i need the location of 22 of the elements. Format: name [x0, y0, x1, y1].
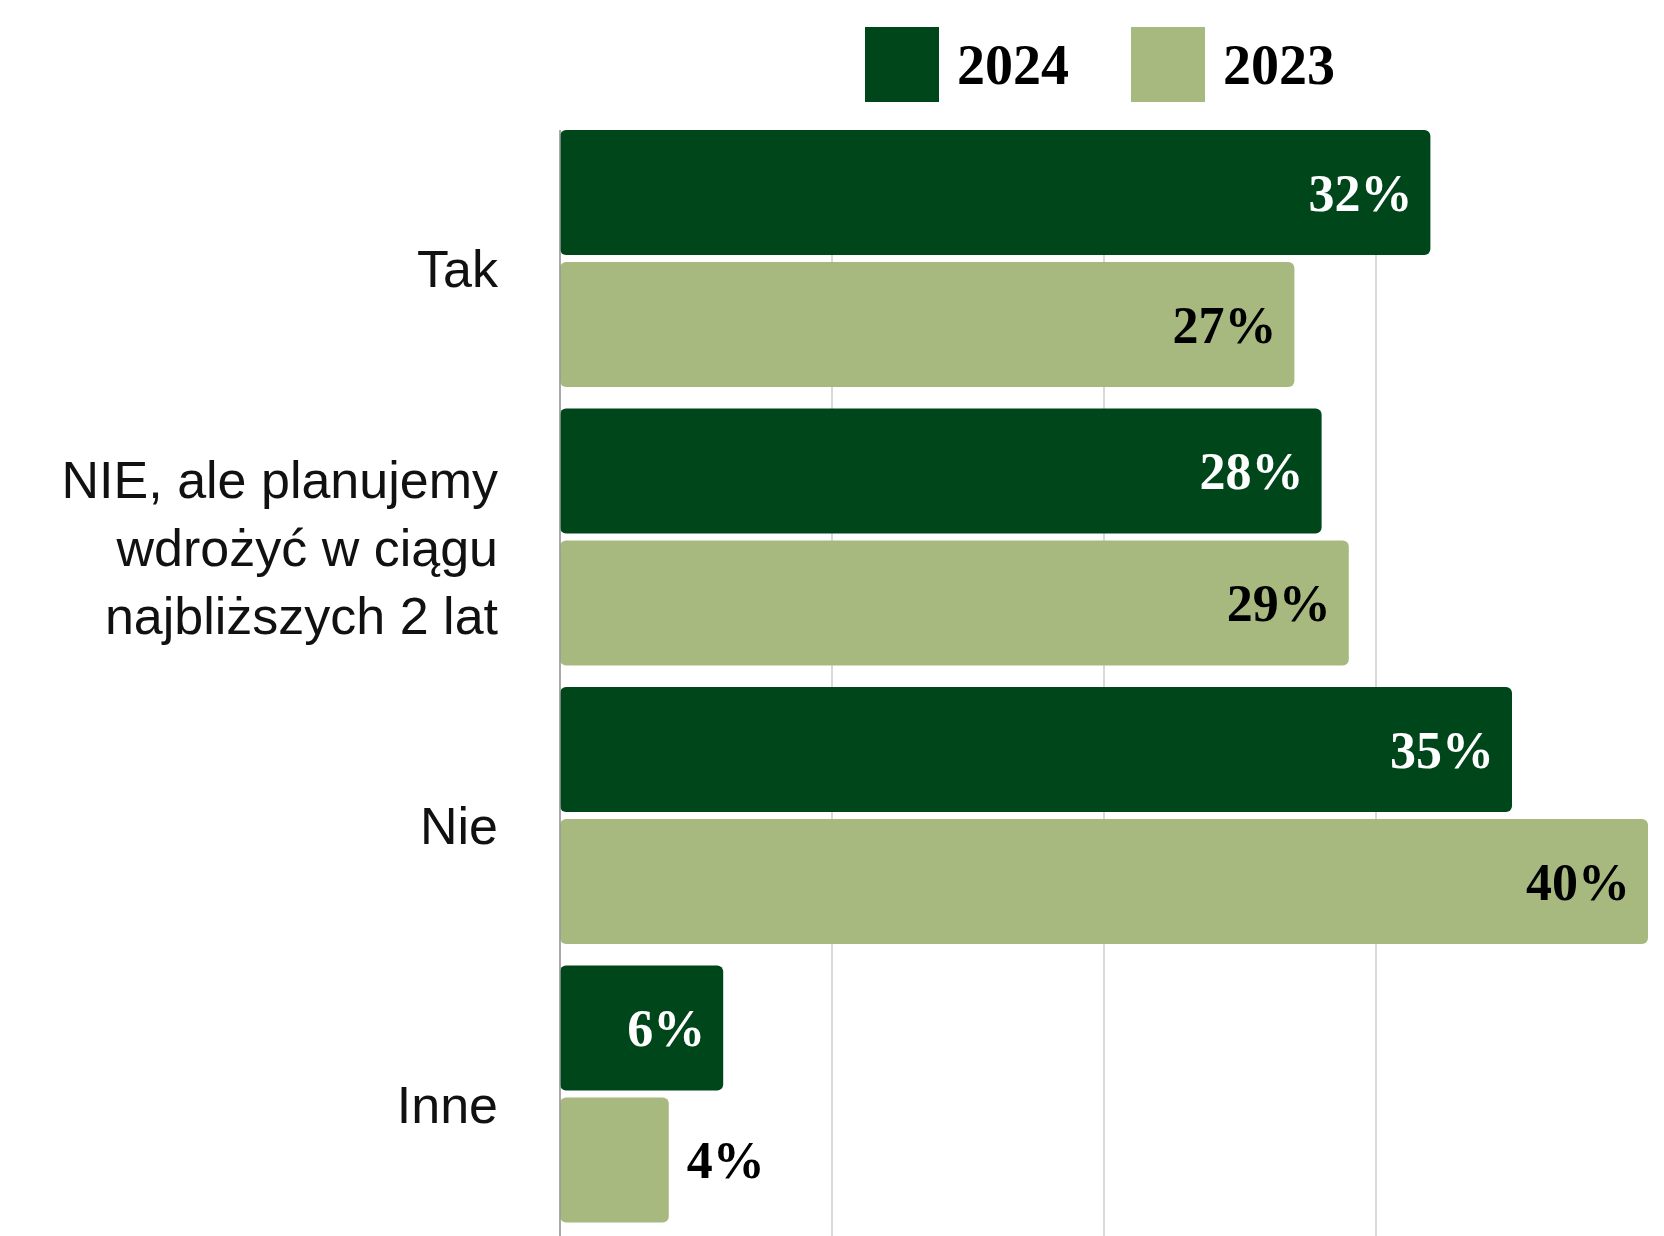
data-label: 6%	[627, 1000, 706, 1057]
legend-label: 2024	[957, 34, 1069, 96]
bar	[560, 130, 1431, 255]
bar	[560, 262, 1295, 387]
y-tick-label: Tak	[417, 240, 499, 299]
data-label: 32%	[1308, 164, 1413, 222]
data-label: 35%	[1390, 721, 1494, 779]
bar	[560, 1097, 669, 1223]
legend-label: 2023	[1223, 34, 1335, 96]
y-tick-label: Nie	[419, 797, 498, 856]
bar	[560, 819, 1648, 944]
data-label: 28%	[1199, 443, 1304, 500]
bar	[560, 965, 724, 1091]
data-label: 27%	[1172, 296, 1277, 354]
bar	[560, 540, 1349, 666]
y-tick-label: NIE, ale planujemy wdrożyć w ciągu najbliższych 2 lat	[61, 450, 499, 645]
bar	[560, 408, 1322, 534]
data-label: 29%	[1226, 575, 1331, 632]
data-label: 40%	[1526, 853, 1630, 911]
bar	[560, 687, 1512, 812]
data-label: 4%	[686, 1132, 765, 1189]
y-tick-label: Inne	[396, 1075, 498, 1134]
